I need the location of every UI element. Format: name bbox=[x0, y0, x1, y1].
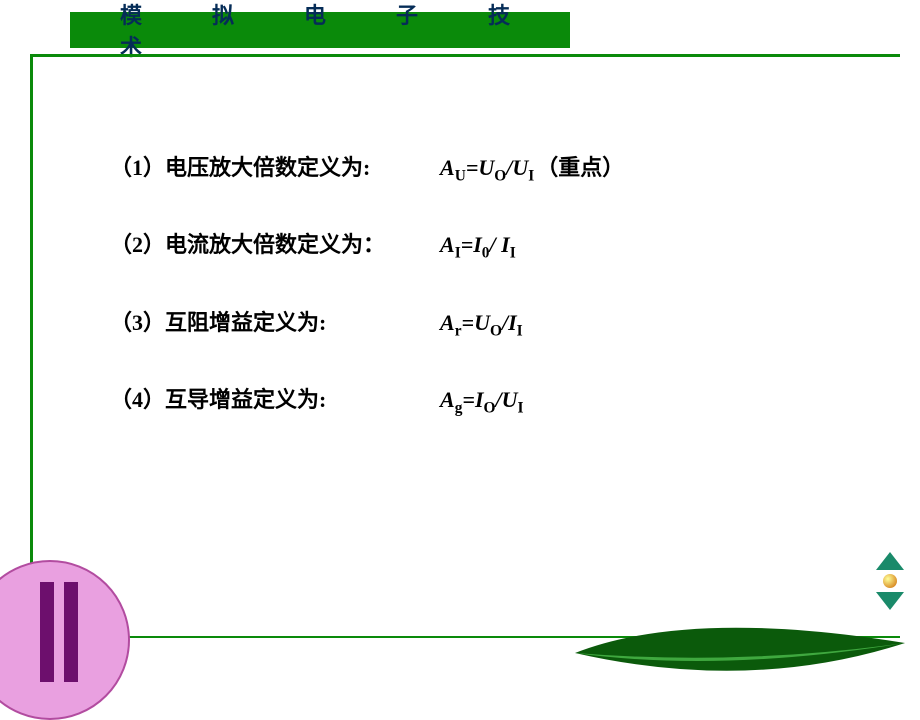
num-sub: O bbox=[484, 400, 496, 417]
lhs-sub: U bbox=[455, 167, 466, 184]
num-var: I bbox=[475, 387, 484, 412]
lhs-sub: I bbox=[455, 245, 461, 262]
item-text: 电流放大倍数定义为： bbox=[165, 232, 385, 257]
definition-label: （2）电流放大倍数定义为： bbox=[110, 227, 440, 259]
definition-label: （4）互导增益定义为: bbox=[110, 382, 440, 414]
num-sub: O bbox=[490, 322, 502, 339]
definition-row: （3）互阻增益定义为: Ar=UO/II bbox=[110, 305, 830, 340]
item-text: 电压放大倍数定义为: bbox=[165, 155, 370, 180]
corner-disc-icon bbox=[0, 560, 130, 720]
slide-title: 模 拟 电 子 技 术 bbox=[120, 0, 570, 62]
num-var: U bbox=[478, 155, 494, 180]
den-sub: I bbox=[528, 167, 534, 184]
den-sub: I bbox=[510, 245, 516, 262]
disc-bar bbox=[40, 582, 54, 682]
num-var: I bbox=[473, 232, 482, 257]
lhs-var: A bbox=[440, 155, 455, 180]
num-var: U bbox=[474, 310, 490, 335]
leaf-icon bbox=[570, 618, 910, 678]
item-text: 互导增益定义为: bbox=[165, 387, 326, 412]
definition-row: （4）互导增益定义为: Ag=IO/UI bbox=[110, 382, 830, 417]
formula: Ar=UO/II bbox=[440, 310, 523, 340]
den-var: I bbox=[508, 310, 517, 335]
lhs-var: A bbox=[440, 387, 455, 412]
lhs-var: A bbox=[440, 310, 455, 335]
title-bar: 模 拟 电 子 技 术 bbox=[70, 12, 570, 48]
next-slide-icon[interactable] bbox=[876, 592, 904, 610]
den-sub: I bbox=[517, 322, 523, 339]
item-index: （4） bbox=[110, 387, 165, 412]
den-var: I bbox=[501, 232, 510, 257]
prev-slide-icon[interactable] bbox=[876, 552, 904, 570]
definition-label: （1）电压放大倍数定义为: bbox=[110, 150, 440, 182]
lhs-var: A bbox=[440, 232, 455, 257]
definition-row: （2）电流放大倍数定义为： AI=I0/ II bbox=[110, 227, 830, 262]
disc-bar bbox=[64, 582, 78, 682]
formula: AI=I0/ II bbox=[440, 232, 516, 262]
den-sub: I bbox=[518, 400, 524, 417]
vertical-rule bbox=[30, 54, 33, 640]
den-var: U bbox=[502, 387, 518, 412]
definition-label: （3）互阻增益定义为: bbox=[110, 305, 440, 337]
lhs-sub: g bbox=[455, 400, 463, 417]
num-sub: O bbox=[494, 167, 506, 184]
lhs-sub: r bbox=[455, 322, 462, 339]
item-note: （重点） bbox=[536, 155, 624, 180]
nav-dot-icon[interactable] bbox=[883, 574, 897, 588]
den-var: U bbox=[512, 155, 528, 180]
item-index: （1） bbox=[110, 155, 165, 180]
slide-nav bbox=[872, 552, 908, 610]
formula: AU=UO/UI（重点） bbox=[440, 150, 624, 185]
item-text: 互阻增益定义为: bbox=[165, 310, 326, 335]
definition-row: （1）电压放大倍数定义为: AU=UO/UI（重点） bbox=[110, 150, 830, 185]
item-index: （2） bbox=[110, 232, 165, 257]
horizontal-rule bbox=[30, 54, 900, 57]
num-sub: 0 bbox=[482, 245, 490, 262]
item-index: （3） bbox=[110, 310, 165, 335]
formula: Ag=IO/UI bbox=[440, 387, 524, 417]
content-area: （1）电压放大倍数定义为: AU=UO/UI（重点） （2）电流放大倍数定义为：… bbox=[110, 150, 830, 460]
